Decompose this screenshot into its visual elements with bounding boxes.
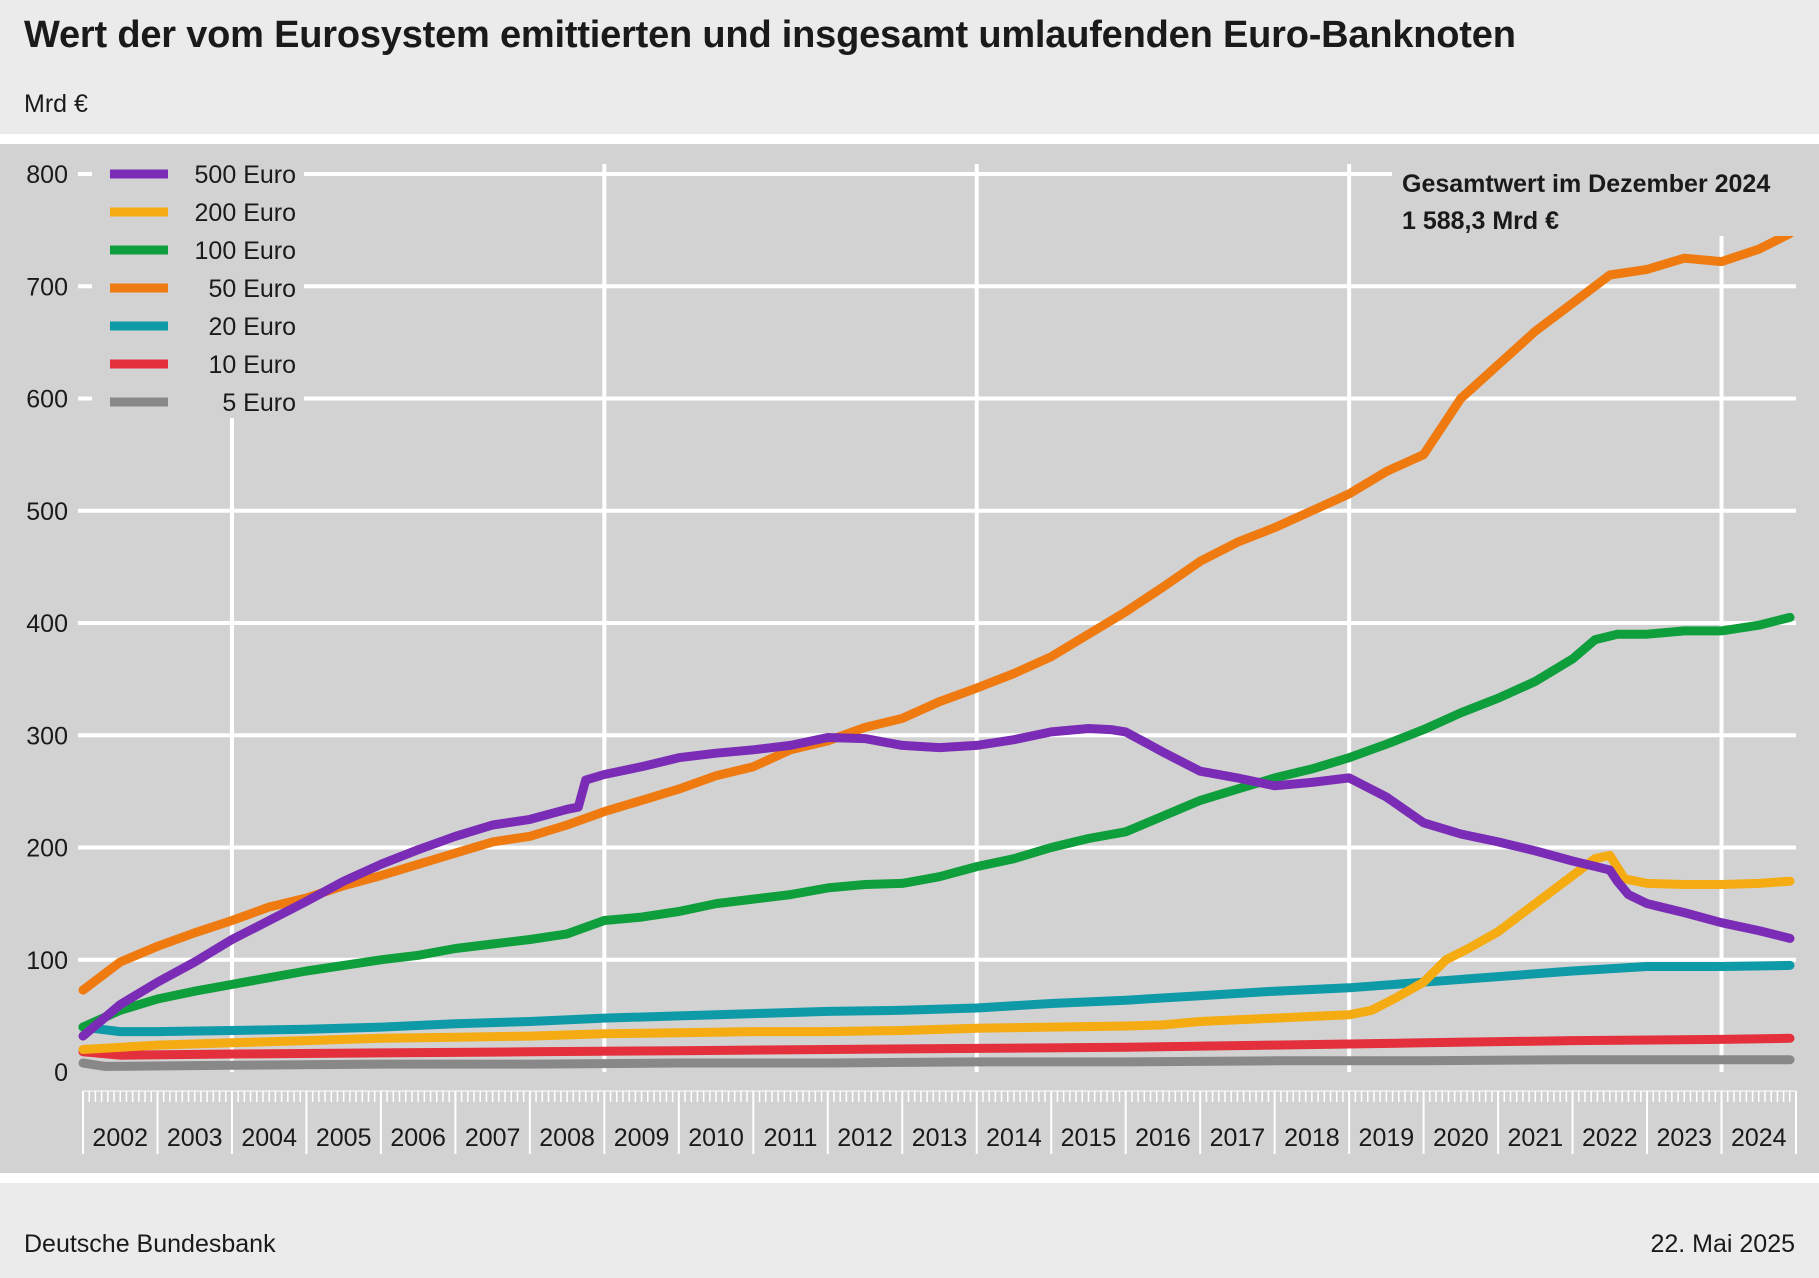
x-tick-label: 2021	[1508, 1124, 1564, 1152]
x-tick-label: 2007	[465, 1124, 521, 1152]
y-tick-label: 400	[26, 610, 68, 638]
legend: 500 Euro 200 Euro 100 Euro 50 Euro 20 Euro 10…	[92, 152, 304, 418]
series-line-500-euro	[78, 724, 1795, 1041]
x-tick-label: 2020	[1433, 1124, 1489, 1152]
legend-label: 10 Euro	[208, 351, 296, 379]
x-tick-label: 2002	[92, 1124, 148, 1152]
x-tick-label: 2008	[539, 1124, 595, 1152]
x-tick-label: 2006	[390, 1124, 446, 1152]
legend-label: 100 Euro	[195, 237, 296, 265]
x-axis: 2002 2003 2004 2005 2006 2007 2008 2009 2010 2011…	[82, 1090, 1797, 1154]
grid	[78, 164, 1796, 1072]
annotation-background	[1392, 164, 1796, 236]
x-tick-label: 2023	[1656, 1124, 1712, 1152]
series-line-5-euro	[78, 1055, 1795, 1071]
chart-title: Wert der vom Eurosystem emittierten und …	[24, 14, 1516, 56]
legend-label: 50 Euro	[208, 275, 296, 303]
x-tick-label: 2014	[986, 1124, 1042, 1152]
bottom-divider	[0, 1173, 1819, 1183]
x-tick-label: 2003	[167, 1124, 223, 1152]
total-value-annotation-line1: Gesamtwert im Dezember 2024	[1402, 170, 1770, 198]
x-tick-label: 2010	[688, 1124, 744, 1152]
series-lines	[78, 229, 1795, 1071]
legend-label: 20 Euro	[208, 313, 296, 341]
date-label: 22. Mai 2025	[1650, 1230, 1795, 1258]
y-tick-label: 600	[26, 386, 68, 414]
x-tick-label: 2009	[614, 1124, 670, 1152]
y-tick-label: 800	[26, 161, 68, 189]
series-line-10-euro	[78, 1033, 1795, 1060]
series-line-200-euro	[78, 850, 1795, 1054]
x-tick-label: 2016	[1135, 1124, 1191, 1152]
y-tick-label: 500	[26, 498, 68, 526]
x-tick-label: 2005	[316, 1124, 372, 1152]
x-tick-label: 2017	[1210, 1124, 1266, 1152]
series-line-20-euro	[78, 960, 1795, 1037]
x-tick-label: 2015	[1061, 1124, 1117, 1152]
total-value-annotation-line2: 1 588,3 Mrd €	[1402, 207, 1559, 235]
x-tick-label: 2024	[1731, 1124, 1787, 1152]
legend-label: 500 Euro	[195, 161, 296, 189]
x-tick-label: 2004	[241, 1124, 297, 1152]
source-label: Deutsche Bundesbank	[24, 1230, 276, 1258]
y-tick-label: 100	[26, 947, 68, 975]
x-tick-label: 2011	[764, 1124, 818, 1152]
top-divider	[0, 134, 1819, 144]
y-tick-label: 300	[26, 722, 68, 750]
legend-label: 5 Euro	[222, 389, 296, 417]
x-tick-label: 2022	[1582, 1124, 1638, 1152]
series-line-100-euro	[78, 612, 1795, 1032]
x-tick-label: 2018	[1284, 1124, 1340, 1152]
y-tick-label: 200	[26, 835, 68, 863]
series-line-50-euro	[78, 229, 1795, 995]
x-tick-label: 2019	[1359, 1124, 1415, 1152]
legend-label: 200 Euro	[195, 199, 296, 227]
x-tick-label: 2013	[912, 1124, 968, 1152]
y-axis: 0 100 200 300 400 500 600 700 800	[26, 161, 68, 1087]
unit-label: Mrd €	[24, 90, 88, 118]
y-tick-label: 700	[26, 273, 68, 301]
x-tick-label: 2012	[837, 1124, 893, 1152]
y-tick-label: 0	[54, 1059, 68, 1087]
